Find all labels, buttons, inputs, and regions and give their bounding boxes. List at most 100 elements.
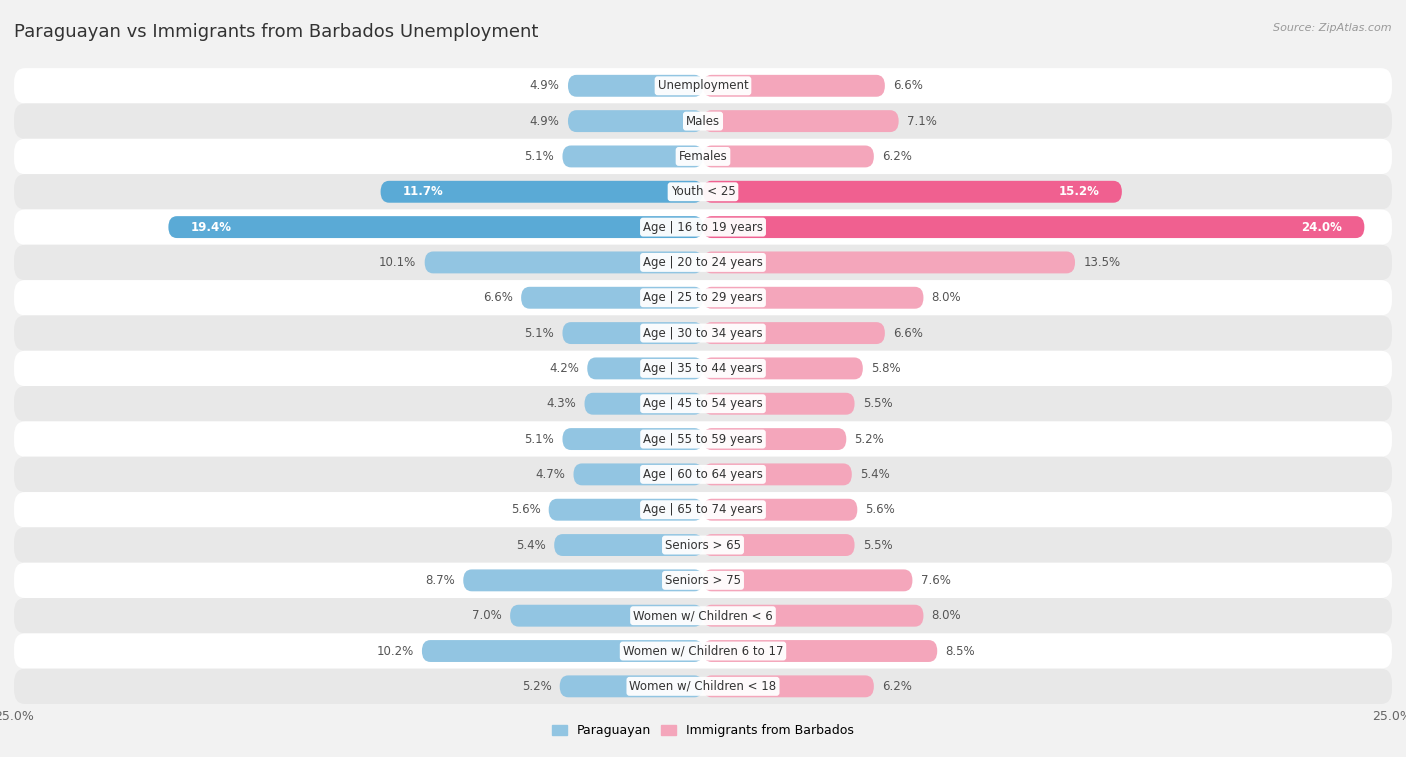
FancyBboxPatch shape — [562, 322, 703, 344]
Text: 15.2%: 15.2% — [1059, 185, 1099, 198]
FancyBboxPatch shape — [703, 181, 1122, 203]
FancyBboxPatch shape — [14, 528, 1392, 562]
FancyBboxPatch shape — [568, 75, 703, 97]
FancyBboxPatch shape — [14, 634, 1392, 668]
FancyBboxPatch shape — [548, 499, 703, 521]
FancyBboxPatch shape — [703, 145, 875, 167]
Text: Source: ZipAtlas.com: Source: ZipAtlas.com — [1274, 23, 1392, 33]
FancyBboxPatch shape — [14, 562, 1392, 598]
FancyBboxPatch shape — [562, 428, 703, 450]
FancyBboxPatch shape — [14, 316, 1392, 350]
Text: 5.2%: 5.2% — [522, 680, 551, 693]
FancyBboxPatch shape — [703, 428, 846, 450]
FancyBboxPatch shape — [14, 386, 1392, 422]
Text: 8.0%: 8.0% — [932, 291, 962, 304]
Text: Age | 35 to 44 years: Age | 35 to 44 years — [643, 362, 763, 375]
FancyBboxPatch shape — [14, 598, 1392, 634]
Text: 5.1%: 5.1% — [524, 326, 554, 340]
FancyBboxPatch shape — [703, 357, 863, 379]
Text: 5.4%: 5.4% — [860, 468, 890, 481]
FancyBboxPatch shape — [14, 350, 1392, 386]
FancyBboxPatch shape — [703, 217, 1364, 238]
FancyBboxPatch shape — [703, 111, 898, 132]
Text: 13.5%: 13.5% — [1083, 256, 1121, 269]
Text: 7.0%: 7.0% — [472, 609, 502, 622]
Text: 5.4%: 5.4% — [516, 538, 546, 552]
Text: 6.2%: 6.2% — [882, 150, 912, 163]
FancyBboxPatch shape — [463, 569, 703, 591]
Text: 6.6%: 6.6% — [893, 326, 922, 340]
Text: Age | 20 to 24 years: Age | 20 to 24 years — [643, 256, 763, 269]
Text: Age | 60 to 64 years: Age | 60 to 64 years — [643, 468, 763, 481]
FancyBboxPatch shape — [703, 569, 912, 591]
Text: 8.0%: 8.0% — [932, 609, 962, 622]
Text: 4.9%: 4.9% — [530, 79, 560, 92]
FancyBboxPatch shape — [585, 393, 703, 415]
Text: Age | 65 to 74 years: Age | 65 to 74 years — [643, 503, 763, 516]
Text: Women w/ Children < 6: Women w/ Children < 6 — [633, 609, 773, 622]
Text: Age | 25 to 29 years: Age | 25 to 29 years — [643, 291, 763, 304]
Text: 5.2%: 5.2% — [855, 432, 884, 446]
FancyBboxPatch shape — [703, 251, 1076, 273]
FancyBboxPatch shape — [703, 75, 884, 97]
Text: 4.3%: 4.3% — [547, 397, 576, 410]
Text: 6.6%: 6.6% — [893, 79, 922, 92]
FancyBboxPatch shape — [14, 68, 1392, 104]
Text: 6.6%: 6.6% — [484, 291, 513, 304]
Text: Seniors > 75: Seniors > 75 — [665, 574, 741, 587]
Text: 19.4%: 19.4% — [190, 220, 232, 234]
Text: 10.2%: 10.2% — [377, 644, 413, 658]
FancyBboxPatch shape — [703, 605, 924, 627]
Text: 5.1%: 5.1% — [524, 432, 554, 446]
Text: 4.2%: 4.2% — [550, 362, 579, 375]
Text: Age | 16 to 19 years: Age | 16 to 19 years — [643, 220, 763, 234]
Text: 4.9%: 4.9% — [530, 114, 560, 128]
FancyBboxPatch shape — [703, 287, 924, 309]
Text: 7.1%: 7.1% — [907, 114, 936, 128]
Text: Males: Males — [686, 114, 720, 128]
Text: 5.1%: 5.1% — [524, 150, 554, 163]
Text: Youth < 25: Youth < 25 — [671, 185, 735, 198]
Text: 8.5%: 8.5% — [945, 644, 976, 658]
Text: Seniors > 65: Seniors > 65 — [665, 538, 741, 552]
Text: 10.1%: 10.1% — [380, 256, 416, 269]
FancyBboxPatch shape — [568, 111, 703, 132]
FancyBboxPatch shape — [14, 456, 1392, 492]
FancyBboxPatch shape — [703, 675, 875, 697]
FancyBboxPatch shape — [560, 675, 703, 697]
FancyBboxPatch shape — [703, 534, 855, 556]
Text: Paraguayan vs Immigrants from Barbados Unemployment: Paraguayan vs Immigrants from Barbados U… — [14, 23, 538, 41]
Text: Females: Females — [679, 150, 727, 163]
Text: 5.6%: 5.6% — [866, 503, 896, 516]
FancyBboxPatch shape — [703, 322, 884, 344]
FancyBboxPatch shape — [14, 422, 1392, 456]
FancyBboxPatch shape — [510, 605, 703, 627]
FancyBboxPatch shape — [14, 492, 1392, 528]
Legend: Paraguayan, Immigrants from Barbados: Paraguayan, Immigrants from Barbados — [547, 719, 859, 743]
FancyBboxPatch shape — [522, 287, 703, 309]
FancyBboxPatch shape — [14, 668, 1392, 704]
FancyBboxPatch shape — [703, 640, 938, 662]
FancyBboxPatch shape — [422, 640, 703, 662]
Text: 11.7%: 11.7% — [402, 185, 443, 198]
FancyBboxPatch shape — [14, 280, 1392, 316]
FancyBboxPatch shape — [381, 181, 703, 203]
FancyBboxPatch shape — [14, 174, 1392, 210]
Text: 7.6%: 7.6% — [921, 574, 950, 587]
Text: 6.2%: 6.2% — [882, 680, 912, 693]
FancyBboxPatch shape — [703, 499, 858, 521]
Text: 5.8%: 5.8% — [872, 362, 901, 375]
Text: Age | 30 to 34 years: Age | 30 to 34 years — [643, 326, 763, 340]
Text: 5.5%: 5.5% — [863, 538, 893, 552]
FancyBboxPatch shape — [574, 463, 703, 485]
FancyBboxPatch shape — [425, 251, 703, 273]
FancyBboxPatch shape — [703, 393, 855, 415]
FancyBboxPatch shape — [14, 245, 1392, 280]
FancyBboxPatch shape — [703, 463, 852, 485]
Text: 5.6%: 5.6% — [510, 503, 540, 516]
FancyBboxPatch shape — [14, 139, 1392, 174]
FancyBboxPatch shape — [14, 104, 1392, 139]
Text: 4.7%: 4.7% — [536, 468, 565, 481]
Text: 5.5%: 5.5% — [863, 397, 893, 410]
Text: Age | 55 to 59 years: Age | 55 to 59 years — [643, 432, 763, 446]
